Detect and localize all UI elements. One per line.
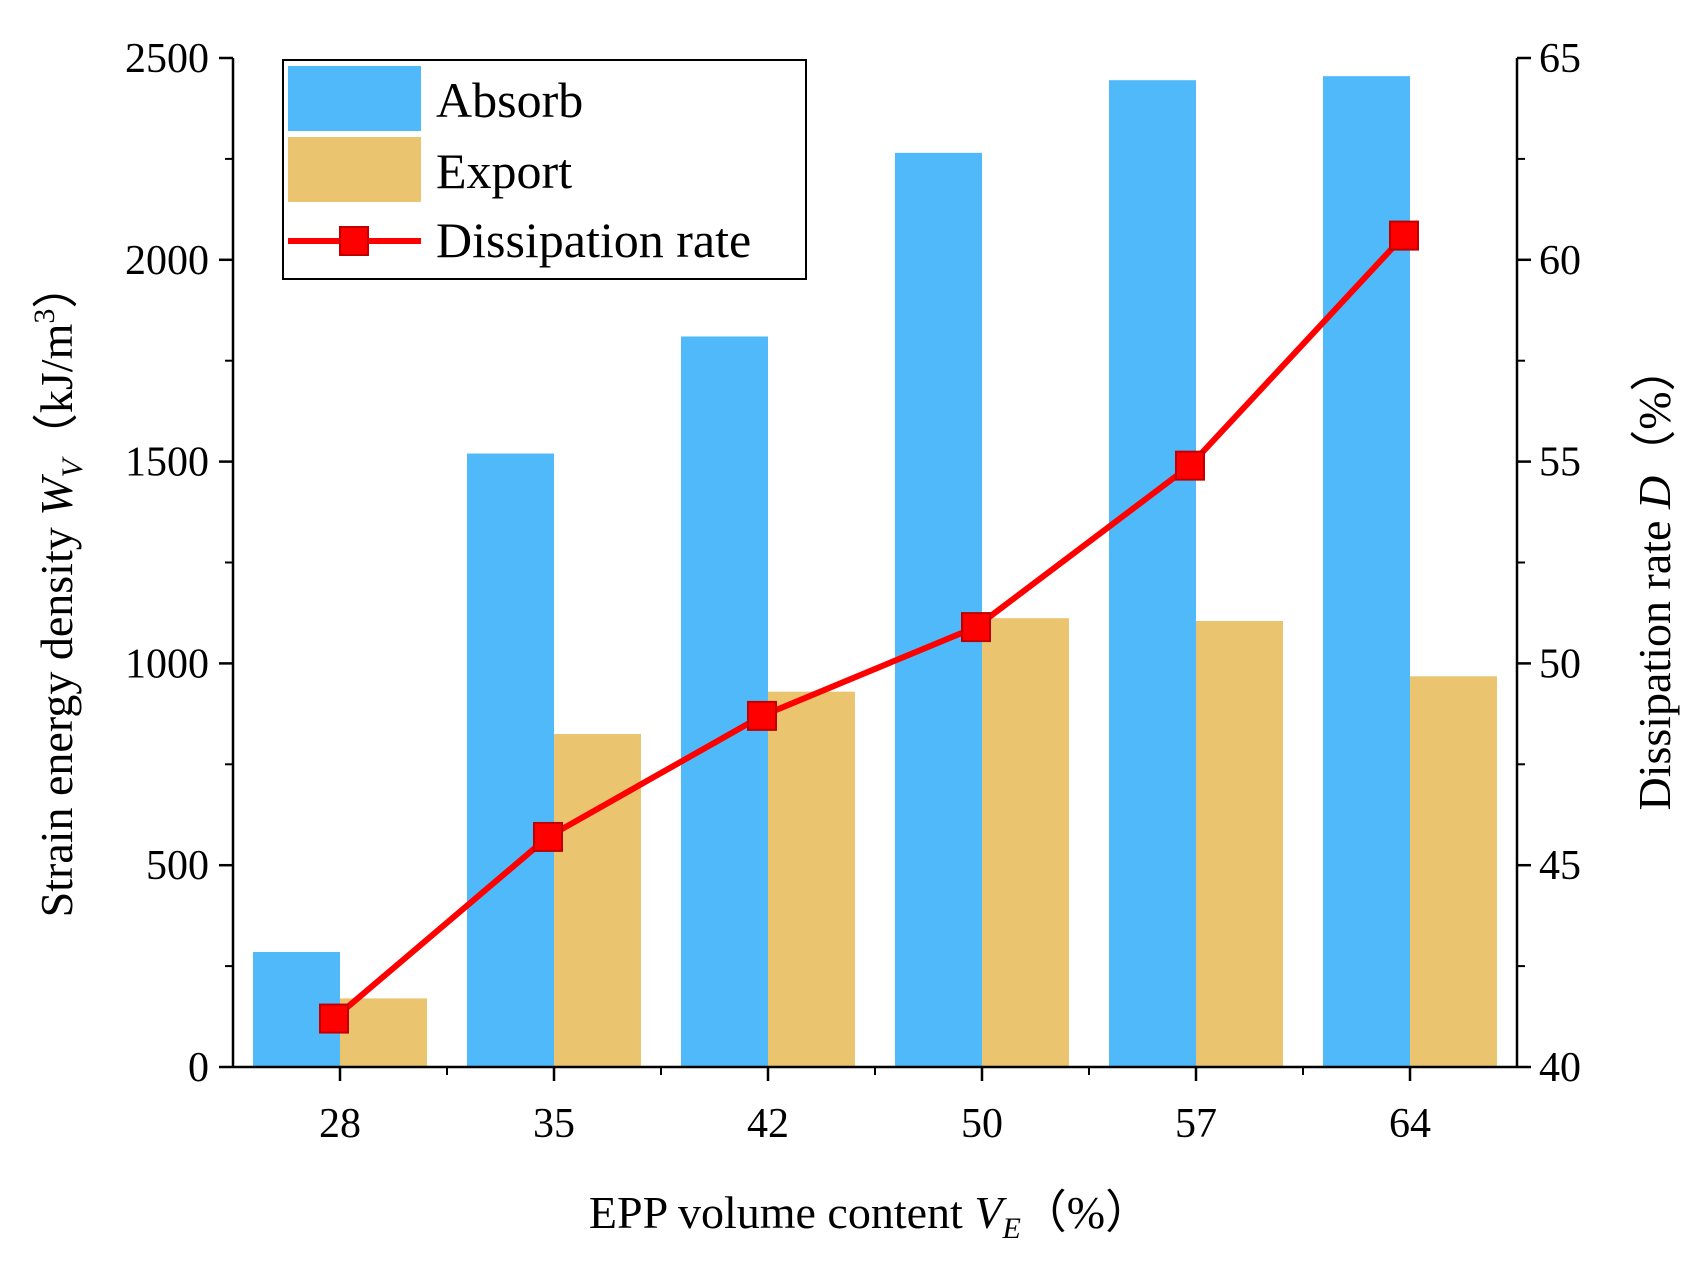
dissipation-line (332, 233, 1407, 1021)
y-left-axis-title: Strain energy density WV（kJ/m3） (28, 263, 89, 918)
y-right-tick-label: 40 (1539, 1045, 1581, 1091)
y-right-tick-label: 65 (1539, 36, 1581, 82)
bar-export-57 (1196, 621, 1283, 1067)
y-right-tick-label: 45 (1539, 843, 1581, 889)
bar-export-35 (554, 734, 641, 1067)
legend-dissipation-marker (339, 226, 369, 256)
x-tick-label: 64 (1389, 1101, 1431, 1147)
bar-export-42 (768, 691, 855, 1067)
y-left-tick-label: 500 (146, 843, 209, 889)
y-left-tick-label: 2500 (125, 36, 209, 82)
legend-export-swatch (288, 137, 421, 202)
legend-absorb-swatch (288, 66, 421, 131)
dissipation-line-layer (319, 220, 1419, 1034)
x-tick-label: 50 (961, 1101, 1003, 1147)
y-right-axis-title: Dissipation rate D（%） (1629, 345, 1680, 810)
bar-absorb-50 (895, 152, 982, 1067)
bar-absorb-35 (467, 453, 554, 1067)
x-tick-label: 35 (533, 1101, 575, 1147)
x-tick-label: 42 (747, 1101, 789, 1147)
y-left-tick-label: 0 (188, 1045, 209, 1091)
dissipation-marker-35 (533, 821, 563, 852)
legend: Absorb Export Dissipation rate (282, 59, 807, 280)
y-left-tick-label: 1500 (125, 440, 209, 486)
dissipation-marker-50 (961, 612, 991, 643)
dissipation-marker-28 (319, 1003, 349, 1034)
bar-export-50 (982, 618, 1069, 1067)
y-right-tick-label: 50 (1539, 641, 1581, 687)
y-right-tick-label: 55 (1539, 440, 1581, 486)
bar-export-28 (340, 998, 427, 1067)
y-right-tick-label: 60 (1539, 238, 1581, 284)
bar-absorb-57 (1109, 80, 1196, 1067)
legend-export-label: Export (436, 143, 572, 199)
dissipation-marker-57 (1175, 450, 1205, 481)
y-left-tick-label: 1000 (125, 641, 209, 687)
dissipation-marker-42 (747, 700, 777, 731)
legend-dissipation-label: Dissipation rate (436, 212, 751, 268)
legend-absorb-label: Absorb (436, 72, 583, 128)
x-tick-label: 57 (1175, 1101, 1217, 1147)
x-axis-title: EPP volume content VE（%） (589, 1187, 1151, 1245)
y-left-tick-label: 2000 (125, 238, 209, 284)
dissipation-marker-64 (1389, 220, 1419, 251)
axes-layer: 0 500 1000 1500 2000 2500 40 45 50 55 60 65 28 35 42 50… (125, 36, 1581, 1147)
x-tick-label: 28 (319, 1101, 361, 1147)
bar-export-64 (1410, 676, 1497, 1067)
